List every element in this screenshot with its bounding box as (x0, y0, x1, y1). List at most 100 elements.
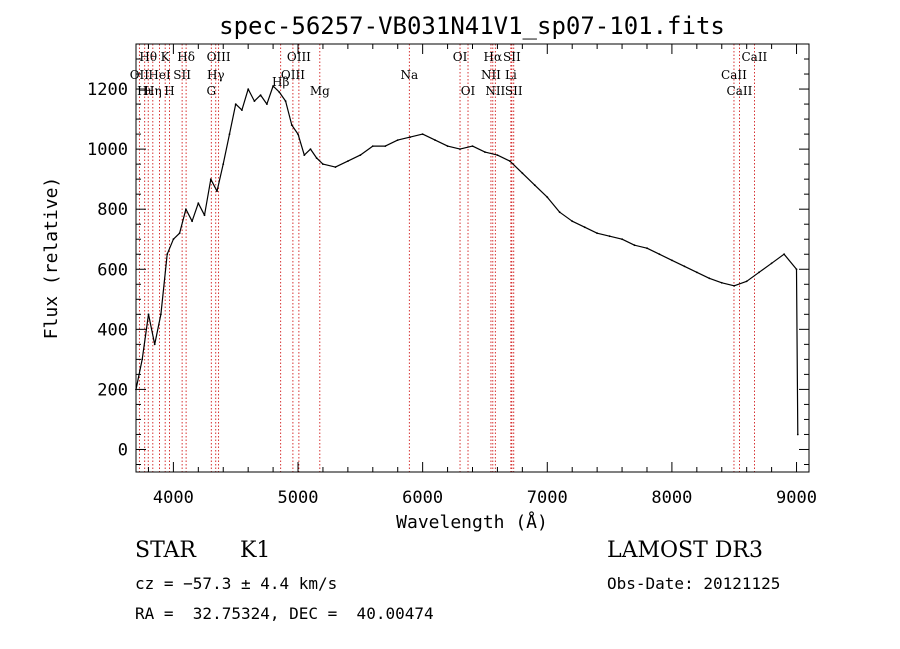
series-point-0-6 (172, 238, 175, 241)
series-point-0-40 (446, 145, 449, 148)
line-label-25: CaII (741, 50, 767, 64)
series-point-0-25 (290, 124, 293, 126)
line-label-13: OIII (281, 68, 305, 82)
series-point-0-44 (496, 154, 499, 157)
series-point-0-39 (434, 139, 436, 142)
series-point-0-2 (147, 313, 150, 316)
x-tick-label-9000: 9000 (776, 488, 817, 508)
y-tick-label-400: 400 (97, 320, 128, 340)
series-point-0-53 (608, 235, 611, 238)
series-point-0-59 (683, 265, 686, 268)
line-label-26: CaII (721, 68, 747, 82)
series-point-0-15 (228, 133, 231, 136)
series-point-0-65 (758, 271, 760, 274)
series-point-0-58 (671, 259, 673, 262)
y-axis: 0 200 400 600 800 1000 1200 (87, 43, 809, 465)
series-point-0-48 (546, 196, 549, 199)
line-label-8: Hδ (177, 50, 195, 64)
line-label-5: HeI (148, 68, 171, 82)
series-point-0-5 (166, 253, 169, 256)
series-point-0-37 (409, 136, 412, 139)
x-tick-label-6000: 6000 (402, 488, 443, 508)
x-tick-label-7000: 7000 (527, 488, 568, 508)
line-label-6: H (164, 84, 174, 98)
series-point-0-35 (384, 145, 387, 148)
series-point-0-29 (315, 157, 318, 160)
series-point-0-12 (209, 178, 212, 181)
line-label-1: OII (130, 68, 150, 82)
series-point-0-32 (347, 160, 349, 163)
series-point-0-64 (745, 280, 748, 283)
series-point-0-49 (558, 211, 561, 214)
series-point-0-17 (241, 109, 243, 111)
redshift-readout: cz = −57.3 ± 4.4 km/s (135, 574, 338, 593)
series-point-0-33 (359, 154, 362, 157)
line-label-2: Hη (144, 84, 162, 98)
y-tick-label-0: 0 (118, 440, 128, 460)
x-tick-label-5000: 5000 (278, 488, 319, 508)
series-point-0-63 (733, 284, 736, 287)
series-point-0-42 (471, 145, 474, 148)
series-point-0-11 (203, 214, 206, 217)
series-point-0-23 (278, 91, 281, 93)
series-point-0-14 (222, 163, 225, 166)
line-label-7: SII (173, 68, 191, 82)
series-point-0-1 (141, 358, 144, 361)
series-point-0-30 (322, 163, 324, 166)
line-label-16: Na (400, 68, 418, 82)
series-point-0-50 (571, 220, 574, 223)
y-tick-label-1200: 1200 (87, 80, 128, 100)
series-point-0-47 (533, 184, 536, 187)
line-label-18: OI (461, 84, 476, 98)
series-point-0-19 (253, 100, 256, 102)
line-label-19: Hα (484, 50, 503, 64)
series-point-0-56 (646, 247, 648, 250)
series-point-0-4 (160, 313, 162, 316)
line-label-21: NII (481, 68, 501, 82)
series-point-0-16 (234, 103, 237, 105)
plot-frame (135, 43, 810, 473)
series-point-0-66 (770, 262, 773, 265)
line-label-3: Hι (137, 84, 152, 98)
series-point-0-13 (216, 190, 218, 193)
series-point-0-61 (708, 277, 711, 280)
line-label-14: Mg (310, 84, 330, 98)
series-point-0-43 (484, 151, 486, 154)
y-axis-label: Flux (relative) (41, 177, 62, 340)
series-point-0-28 (309, 148, 312, 151)
object-subclass: K1 (240, 538, 271, 563)
x-axis-label: Wavelength (Å) (396, 511, 548, 533)
line-label-20: SII (503, 50, 521, 64)
coordinates: RA = 32.75324, DEC = 40.00474 (135, 604, 434, 623)
series-point-0-10 (197, 202, 200, 205)
series-point-0-27 (303, 154, 306, 157)
spectral-line-markers (138, 44, 755, 472)
series-point-0-54 (621, 238, 623, 241)
y-tick-label-800: 800 (97, 200, 128, 220)
line-label-24: SII (505, 84, 523, 98)
series-point-0-9 (191, 220, 194, 223)
series-point-0-7 (178, 232, 181, 235)
series-point-0-22 (272, 85, 274, 87)
series-point-0-46 (521, 172, 524, 175)
series-point-0-60 (695, 271, 698, 274)
series-point-0-34 (371, 145, 374, 148)
y-tick-label-200: 200 (97, 380, 128, 400)
series-point-0-24 (284, 100, 287, 102)
series-point-0-52 (596, 232, 598, 235)
series-point-0-68 (795, 268, 798, 271)
series-point-0-55 (633, 244, 636, 247)
series-line-flux (135, 85, 799, 435)
line-label-22: Li (505, 68, 517, 82)
survey-name: LAMOST DR3 (607, 538, 763, 563)
series-point-0-69 (796, 433, 799, 436)
y-tick-label-1000: 1000 (87, 140, 128, 160)
series-point-0-62 (720, 281, 723, 284)
line-label-4: K (161, 50, 171, 64)
series-point-0-18 (247, 88, 250, 90)
series-point-0-38 (421, 133, 424, 136)
series-point-0-8 (185, 208, 187, 211)
y-tick-label-600: 600 (97, 260, 128, 280)
line-label-10: Hγ (207, 68, 225, 82)
line-label-17: OI (453, 50, 468, 64)
